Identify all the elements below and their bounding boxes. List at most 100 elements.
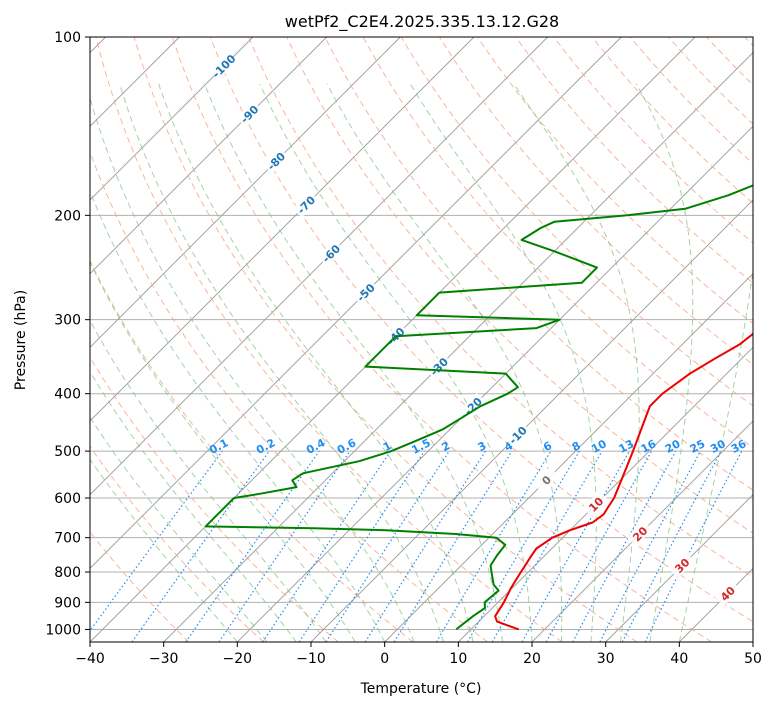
mixing-ratio-line xyxy=(644,450,743,642)
x-tick-label: −40 xyxy=(75,651,105,667)
y-axis: 100 200 300 400 500 600 700 800 900 1000 xyxy=(45,30,90,638)
mixing-ratio-label: 10 xyxy=(589,437,609,456)
x-axis: −40 −30 −20 −10 0 10 20 30 40 50 xyxy=(75,642,762,667)
moist-adiabat xyxy=(90,370,297,642)
dry-adiabat xyxy=(668,37,753,125)
mixing-ratio-line xyxy=(325,450,450,642)
moist-adiabat xyxy=(635,83,694,642)
mixing-ratio-label: 0.2 xyxy=(254,436,277,457)
dry-adiabat xyxy=(553,37,753,244)
x-tick-label: −30 xyxy=(149,651,179,667)
x-tick-label: −20 xyxy=(223,651,253,667)
dry-adiabat xyxy=(629,37,753,165)
x-tick-label: 40 xyxy=(670,651,688,667)
moist-adiabat xyxy=(204,83,503,642)
mixing-ratio-line xyxy=(90,450,223,632)
dry-adiabat xyxy=(133,37,638,642)
mixing-ratio-line xyxy=(185,450,320,642)
y-tick-label: 200 xyxy=(54,208,81,224)
mixing-ratio-line xyxy=(466,450,580,642)
mixing-ratio-line xyxy=(572,450,677,642)
mixing-ratio-line xyxy=(393,450,513,642)
mixing-ratio-label: 2 xyxy=(439,439,452,454)
dry-adiabat xyxy=(90,356,339,642)
mixing-ratio-line xyxy=(599,450,702,642)
mixing-ratio-line xyxy=(364,450,486,642)
y-tick-label: 700 xyxy=(54,531,81,547)
isotherm-label-bg xyxy=(352,279,379,306)
dry-adiabat xyxy=(324,37,753,491)
dry-adiabat xyxy=(248,37,753,578)
mixing-ratio-line xyxy=(131,450,270,642)
mixing-ratio-line xyxy=(298,450,425,642)
chart-title: wetPf2_C2E4.2025.335.13.12.G28 xyxy=(285,12,559,32)
mixing-ratio-label: 13 xyxy=(617,437,637,456)
isotherm-line xyxy=(605,494,753,642)
moist-adiabat xyxy=(90,189,386,642)
dry-adiabat xyxy=(95,37,563,642)
x-tick-label: 20 xyxy=(523,651,541,667)
dry-adiabat xyxy=(90,445,264,642)
y-tick-label: 500 xyxy=(54,444,81,460)
mixing-ratio-label: 25 xyxy=(688,437,708,456)
isotherm-label-bg xyxy=(668,552,695,579)
isotherm-line xyxy=(90,37,622,569)
y-tick-label: 1000 xyxy=(45,622,81,638)
x-axis-label: Temperature (°C) xyxy=(360,681,482,697)
y-tick-label: 100 xyxy=(54,30,81,46)
mixing-ratio-label: 6 xyxy=(541,439,554,454)
mixing-ratio-line xyxy=(262,450,392,642)
dry-adiabat xyxy=(744,37,753,47)
moist-adiabat xyxy=(119,83,445,642)
mixing-ratio-line xyxy=(545,450,653,642)
moist-adiabat xyxy=(90,96,415,642)
mixing-ratio-label: 20 xyxy=(663,437,683,456)
moist-adiabat xyxy=(409,83,597,642)
moist-adiabat xyxy=(90,260,356,642)
mixing-ratio-label: 30 xyxy=(708,437,728,456)
x-tick-label: 30 xyxy=(597,651,615,667)
y-axis-label: Pressure (hPa) xyxy=(13,290,29,390)
mixing-ratio-label: 3 xyxy=(476,439,489,454)
mixing-ratio-label: 16 xyxy=(639,437,659,456)
mixing-ratio-label: 0.6 xyxy=(335,436,359,457)
dry-adiabat xyxy=(90,259,414,642)
isotherm-line xyxy=(384,273,753,642)
series-line xyxy=(204,184,753,631)
mixing-ratio-line xyxy=(521,450,631,642)
isotherm-line xyxy=(752,641,753,642)
isotherm-label-bg xyxy=(210,52,237,79)
x-tick-label: 0 xyxy=(380,651,389,667)
moist-adiabat xyxy=(90,319,327,642)
plot-frame xyxy=(89,36,754,643)
isotherm-line xyxy=(163,52,753,642)
moist-adiabat xyxy=(90,416,268,642)
isotherm-label-bg xyxy=(425,353,452,380)
dry-adiabat xyxy=(591,37,753,204)
plot-area: 0.1 0.2 0.4 0.6 1 1.5 2 3 4 6 8 10 13 16 20 25 30 36-100-… xyxy=(90,37,753,642)
isotherm-line xyxy=(90,37,401,348)
isotherm-line xyxy=(90,37,254,201)
isotherm-label-bg xyxy=(262,147,289,174)
series-line xyxy=(494,332,753,631)
y-tick-label: 600 xyxy=(54,491,81,507)
dry-adiabat xyxy=(171,37,712,642)
isotherm-label-bg xyxy=(317,240,344,267)
isotherm-line xyxy=(679,567,753,642)
dry-adiabat xyxy=(90,150,488,642)
moist-adiabat xyxy=(259,83,533,642)
moist-adiabat xyxy=(158,83,474,642)
moist-adiabat xyxy=(678,83,753,642)
isotherm-label-bg xyxy=(714,580,741,607)
isotherm-label: -100 xyxy=(210,52,239,81)
dry-adiabat xyxy=(515,37,753,284)
y-tick-label: 900 xyxy=(54,595,81,611)
isotherm-label-bg xyxy=(504,421,531,448)
mixing-ratio-line xyxy=(218,450,351,642)
dry-adiabat xyxy=(706,37,753,86)
y-tick-label: 400 xyxy=(54,387,81,403)
isotherm-label-bg xyxy=(532,466,560,493)
isotherm-label-bg xyxy=(292,191,319,218)
isotherm-label-bg xyxy=(582,490,609,518)
mixing-ratio-label: 0.1 xyxy=(207,436,230,457)
